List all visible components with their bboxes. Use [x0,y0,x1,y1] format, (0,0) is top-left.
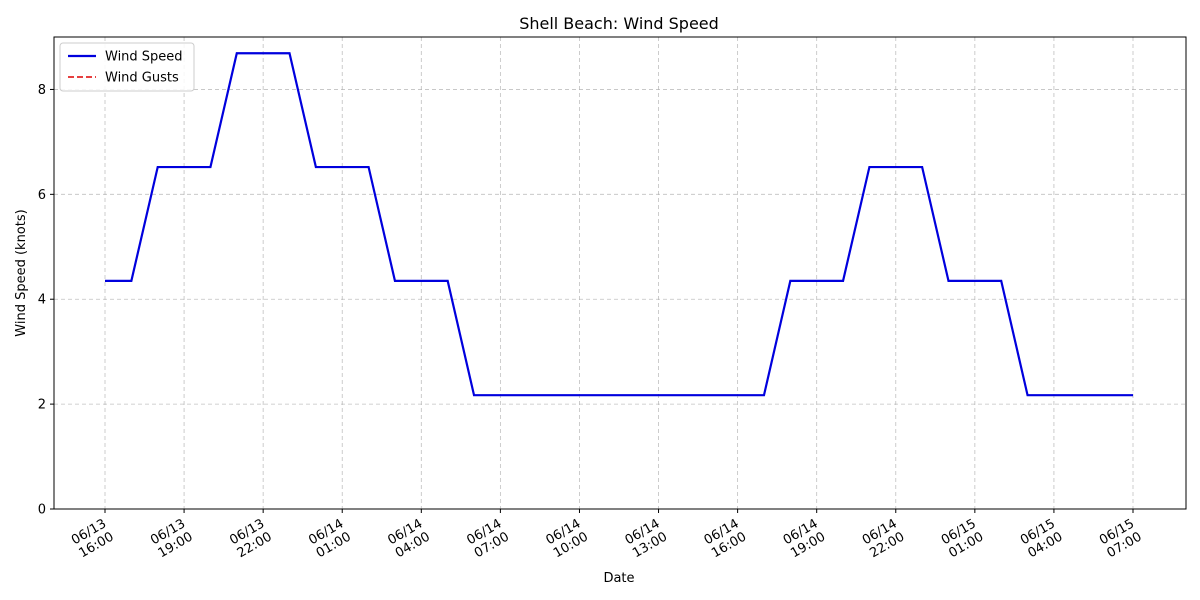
y-tick-label: 8 [38,83,46,98]
series-layer [105,52,1133,397]
legend-label-wind-speed: Wind Speed [105,50,183,65]
legend: Wind Speed Wind Gusts [59,42,195,92]
y-tick-label: 2 [38,398,46,413]
y-tick-label: 4 [38,293,46,308]
series-line-wind-speed [105,52,1133,397]
x-axis-title: Date [603,571,634,586]
plot-frame [53,36,1187,510]
y-tick-label: 0 [38,503,46,518]
chart-title: Shell Beach: Wind Speed [519,14,719,33]
grid [54,37,1186,510]
legend-label-wind-gusts: Wind Gusts [105,71,179,86]
y-axis-title: Wind Speed (knots) [14,209,29,336]
y-tick-label: 6 [38,188,46,203]
y-axis: 0 2 4 6 8 [38,83,54,518]
